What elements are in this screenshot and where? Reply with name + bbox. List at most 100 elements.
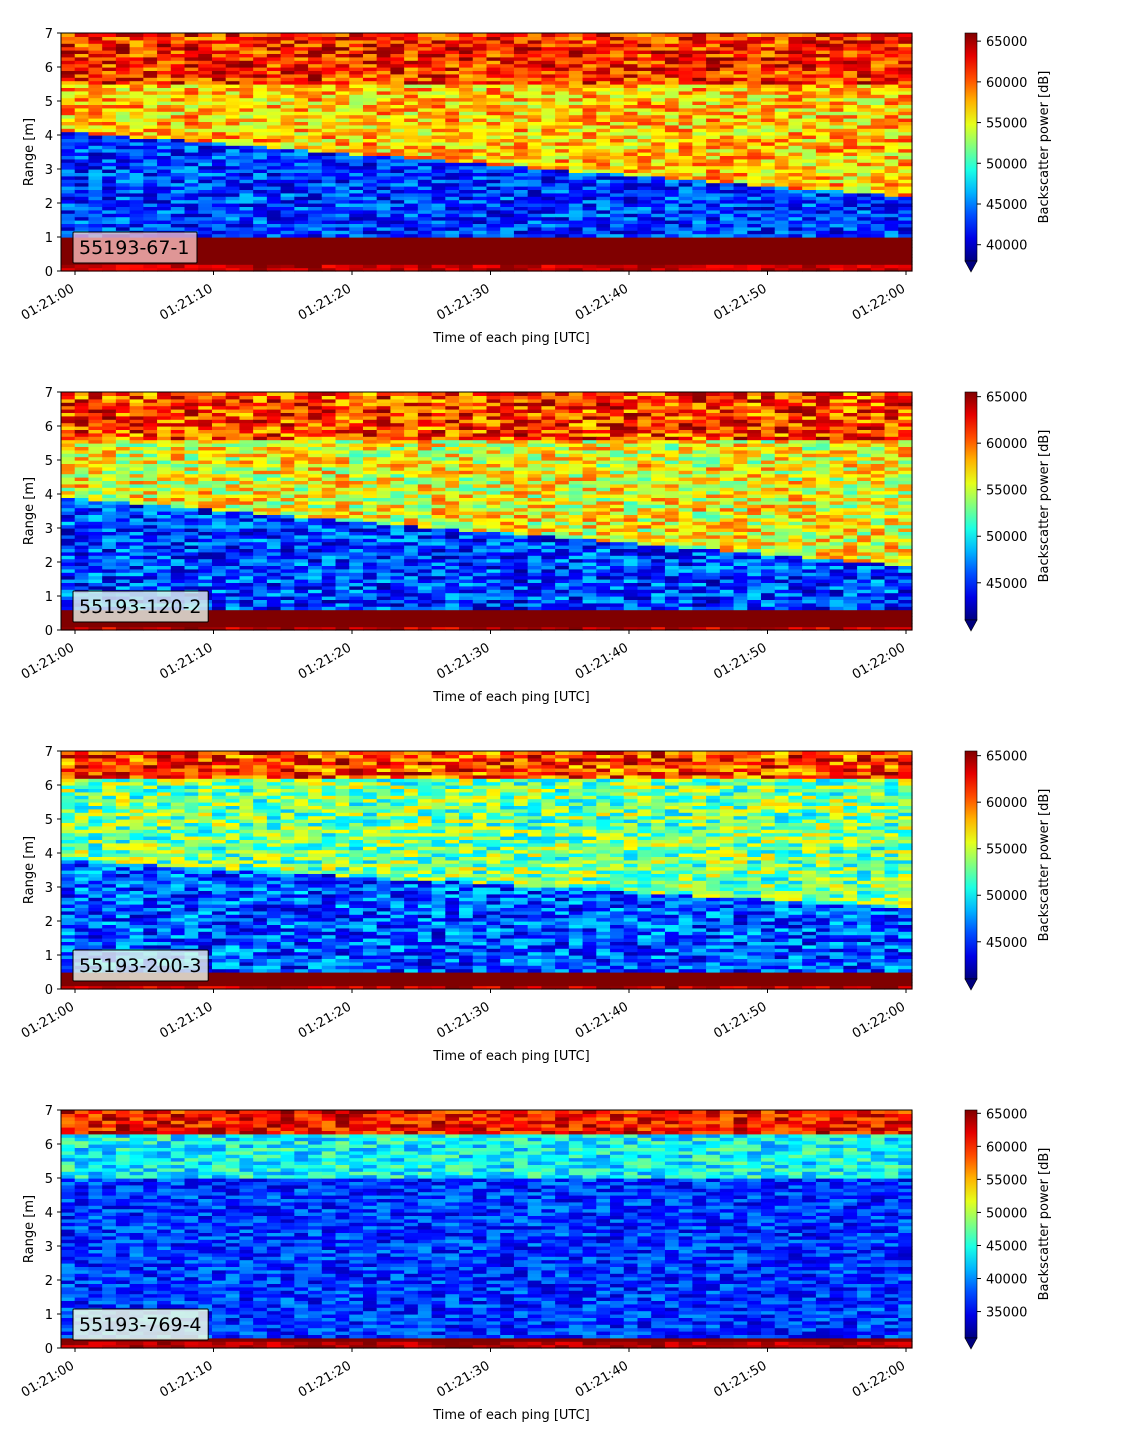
heatmap-cell — [500, 251, 514, 255]
heatmap-cell — [734, 244, 748, 248]
heatmap-cell — [473, 193, 487, 197]
heatmap-cell — [541, 183, 555, 187]
heatmap-cell — [898, 142, 912, 146]
heatmap-cell — [816, 142, 830, 146]
heatmap-cell — [706, 217, 720, 221]
heatmap-cell — [775, 183, 789, 187]
heatmap-cell — [294, 166, 308, 170]
heatmap-cell — [363, 193, 377, 197]
heatmap-cell — [871, 217, 885, 221]
heatmap-cell — [226, 149, 240, 153]
heatmap-cell — [788, 193, 802, 197]
heatmap-cell — [418, 217, 432, 221]
heatmap-cell — [253, 166, 267, 170]
heatmap-cell — [596, 176, 610, 180]
heatmap-cell — [761, 183, 775, 187]
heatmap-cell — [679, 251, 693, 255]
heatmap-cell — [294, 142, 308, 146]
heatmap-cell — [857, 264, 871, 268]
heatmap-cell — [775, 234, 789, 238]
heatmap-cell — [281, 227, 295, 231]
heatmap-cell — [130, 149, 144, 153]
heatmap-cell — [198, 149, 212, 153]
heatmap-cell — [487, 132, 501, 136]
heatmap-cell — [555, 200, 569, 204]
heatmap-cell — [761, 149, 775, 153]
heatmap-cell — [404, 227, 418, 231]
heatmap-cell — [555, 142, 569, 146]
heatmap-cell — [857, 176, 871, 180]
heatmap-cell — [294, 183, 308, 187]
heatmap-cell — [363, 251, 377, 255]
heatmap-cell — [637, 210, 651, 214]
heatmap-cell — [157, 504, 171, 508]
heatmap-cell — [294, 227, 308, 231]
heatmap-cell — [692, 166, 706, 170]
heatmap-cell — [569, 183, 583, 187]
heatmap-cell — [679, 132, 693, 136]
colorbar-extend-arrow — [965, 261, 977, 272]
heatmap-cell — [349, 176, 363, 180]
heatmap-cell — [445, 183, 459, 187]
heatmap-cell — [651, 264, 665, 268]
heatmap-cell — [487, 193, 501, 197]
heatmap-cell — [157, 453, 171, 457]
heatmap-cell — [281, 210, 295, 214]
heatmap-cell — [569, 251, 583, 255]
heatmap-cell — [843, 234, 857, 238]
heatmap-cell — [651, 149, 665, 153]
heatmap-cell — [198, 33, 212, 37]
heatmap-cell — [885, 159, 899, 163]
heatmap-cell — [445, 251, 459, 255]
heatmap-cell — [898, 166, 912, 170]
heatmap-cell — [130, 487, 144, 491]
heatmap-cell — [253, 251, 267, 255]
heatmap-cell — [102, 470, 116, 474]
heatmap-cell — [212, 217, 226, 221]
heatmap-cell — [212, 210, 226, 214]
heatmap-cell — [239, 142, 253, 146]
x-axis-label: Time of each ping [UTC] — [432, 331, 590, 346]
heatmap-cell — [898, 132, 912, 136]
heatmap-cell — [706, 142, 720, 146]
heatmap-cell — [143, 33, 157, 37]
heatmap-cell — [624, 159, 638, 163]
heatmap-cell — [185, 166, 199, 170]
heatmap-cell — [363, 132, 377, 136]
heatmap-cell — [308, 166, 322, 170]
heatmap-cell — [281, 149, 295, 153]
heatmap-cell — [541, 159, 555, 163]
heatmap-cell — [226, 159, 240, 163]
heatmap-cell — [130, 159, 144, 163]
heatmap-cell — [637, 244, 651, 248]
heatmap-cell — [130, 470, 144, 474]
heatmap-cell — [143, 470, 157, 474]
heatmap-cell — [157, 183, 171, 187]
heatmap-cell — [239, 217, 253, 221]
heatmap-cell — [377, 33, 391, 37]
panel-label-text: 55193-67-1 — [79, 237, 189, 259]
heatmap-cell — [88, 436, 102, 440]
heatmap-cell — [198, 244, 212, 248]
heatmap-cell — [528, 200, 542, 204]
heatmap-cell — [130, 227, 144, 231]
heatmap-cell — [61, 200, 75, 204]
heatmap-cell — [788, 132, 802, 136]
heatmap-cell — [116, 392, 130, 396]
heatmap-cell — [61, 166, 75, 170]
heatmap-cell — [253, 244, 267, 248]
heatmap-cell — [692, 193, 706, 197]
heatmap-cell — [267, 176, 281, 180]
heatmap-cell — [541, 234, 555, 238]
heatmap-cell — [583, 183, 597, 187]
heatmap-cell — [130, 217, 144, 221]
heatmap-cell — [390, 217, 404, 221]
heatmap-cell — [336, 132, 350, 136]
heatmap-cell — [706, 227, 720, 231]
heatmap-cell — [555, 193, 569, 197]
heatmap-cell — [637, 234, 651, 238]
heatmap-cell — [294, 234, 308, 238]
heatmap-cell — [157, 402, 171, 406]
heatmap-cell — [212, 159, 226, 163]
heatmap-cell — [61, 193, 75, 197]
